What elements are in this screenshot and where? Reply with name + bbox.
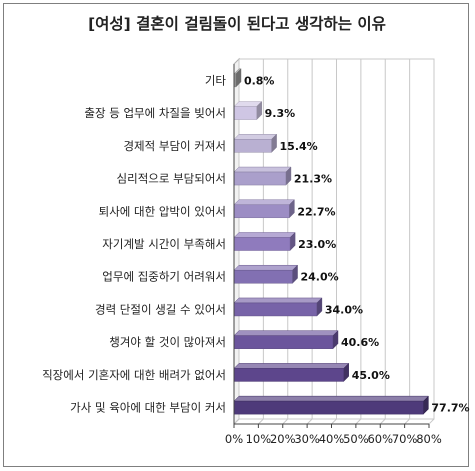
- x-tick-label: 30%: [294, 432, 320, 446]
- category-label: 경제적 부담이 커져서: [123, 139, 226, 153]
- x-tick-label: 60%: [367, 432, 393, 446]
- category-label: 출장 등 업무에 차질을 빚어서: [84, 106, 226, 120]
- bar-top: [233, 232, 296, 238]
- category-label: 자기계발 시간이 부족해서: [102, 237, 226, 251]
- bar: [233, 237, 291, 251]
- bar: [233, 302, 318, 317]
- bar: [233, 368, 344, 382]
- x-tick-label: 70%: [392, 432, 418, 446]
- category-label: 가사 및 육아에 대한 부담이 커서: [70, 401, 226, 415]
- x-tick-label: 50%: [343, 432, 369, 446]
- axes: [233, 64, 430, 428]
- floor-gridline: [404, 418, 410, 425]
- category-label: 직장에서 기혼자에 대한 배려가 없어서: [42, 368, 226, 382]
- category-label: 챙겨야 할 것이 많아져서: [109, 335, 226, 349]
- chart-frame: [여성] 결혼이 걸림돌이 된다고 생각하는 이유 0% 10% 20% 30% 40%…: [3, 3, 470, 467]
- bar: [233, 171, 287, 186]
- bar-top: [233, 363, 350, 369]
- data-label: 21.3%: [294, 173, 332, 186]
- bar-top: [233, 395, 429, 402]
- bar-top: [233, 297, 323, 304]
- data-label: 22.7%: [297, 205, 335, 218]
- floor-gridline: [282, 418, 289, 425]
- bar: [233, 139, 272, 153]
- x-tick-label: 20%: [270, 432, 296, 446]
- data-label: 34.0%: [325, 303, 363, 316]
- bar-top: [233, 199, 295, 206]
- floor-gridline: [233, 418, 240, 425]
- data-label: 15.4%: [280, 140, 318, 153]
- floor-gridline: [258, 418, 264, 425]
- floor-gridline: [428, 418, 435, 425]
- category-label: 심리적으로 부담되어서: [117, 172, 226, 186]
- bar: [233, 106, 257, 120]
- data-label: 24.0%: [301, 271, 339, 284]
- bar-top: [233, 134, 278, 140]
- category-label: 퇴사에 대한 압박이 있어서: [99, 204, 226, 218]
- category-label: 기타: [205, 73, 227, 87]
- data-label: 40.6%: [341, 336, 379, 349]
- bars: [233, 68, 429, 415]
- bar: [233, 269, 293, 284]
- bar: [233, 400, 424, 415]
- x-tick-label: 40%: [319, 432, 345, 446]
- category-label: 업무에 집중하기 어려워서: [102, 270, 226, 284]
- bar-top: [233, 166, 292, 173]
- data-label: 9.3%: [265, 107, 296, 120]
- bar-top: [233, 264, 299, 271]
- data-label: 23.0%: [298, 238, 336, 251]
- chart-title: [여성] 결혼이 걸림돌이 된다고 생각하는 이유: [88, 14, 386, 33]
- data-label: 45.0%: [352, 369, 390, 382]
- bar-top: [233, 330, 339, 336]
- x-tick-label: 80%: [416, 432, 442, 446]
- labels: 0% 10%20%30%40%50%60%70%80% 기타 0.8% 출장 등 업무에…: [42, 73, 469, 446]
- floor-gridline: [331, 418, 337, 425]
- bar-chart: [여성] 결혼이 걸림돌이 된다고 생각하는 이유 0% 10%20%30%40%…: [42, 14, 469, 446]
- floor-gridline: [306, 418, 313, 425]
- floor-gridline: [355, 418, 362, 425]
- x-tick-label: 10%: [246, 432, 272, 446]
- category-label: 경력 단절이 생길 수 있어서: [95, 302, 226, 316]
- data-label: 0.8%: [244, 74, 275, 87]
- bar: [233, 204, 290, 219]
- bar: [233, 335, 334, 349]
- data-label: 77.7%: [431, 402, 469, 415]
- floor-gridline: [379, 418, 386, 425]
- x-tick-label: 0%: [225, 432, 243, 446]
